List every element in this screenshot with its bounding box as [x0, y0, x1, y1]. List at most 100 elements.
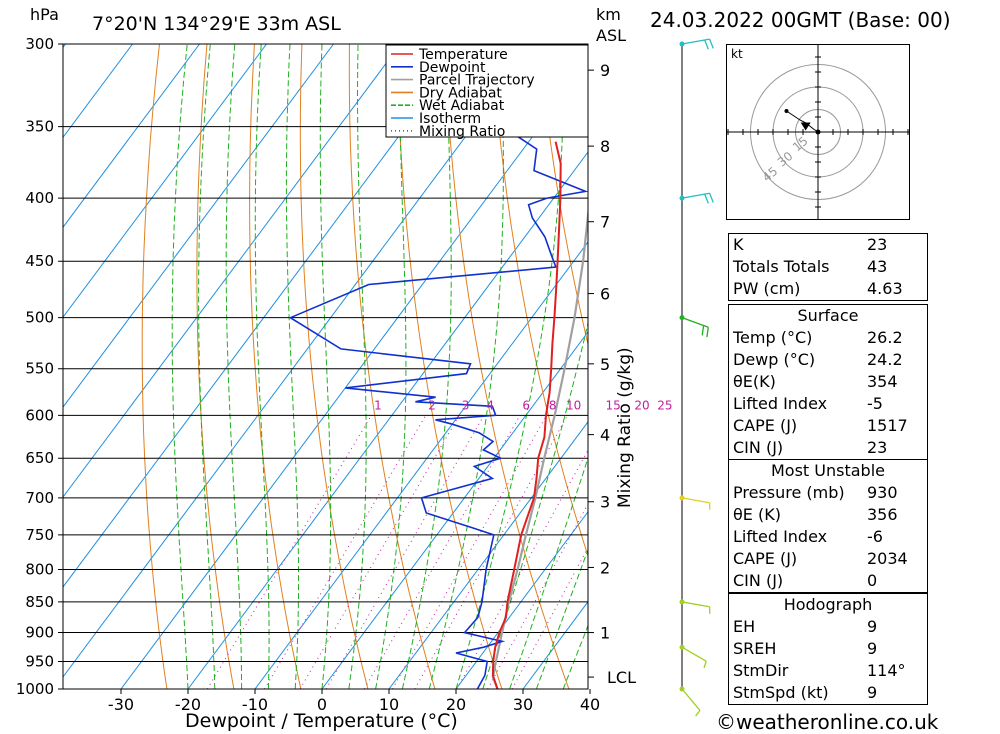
- surface-li-label: Lifted Index: [733, 393, 827, 415]
- pressure-tick-label: 600: [25, 406, 54, 424]
- k-index-value: 23: [867, 234, 923, 256]
- pressure-unit: hPa: [30, 5, 59, 24]
- isotherm-line: [255, 44, 716, 689]
- wind-barb-flag: [705, 194, 709, 203]
- km-tick-label: 6: [600, 285, 610, 304]
- surface-dewp-value: 24.2: [867, 349, 923, 371]
- mu-cin-label: CIN (J): [733, 570, 783, 592]
- km-tick-label: 9: [600, 61, 610, 80]
- x-tick-label: -30: [108, 695, 134, 714]
- wet-adiabat-line: [429, 44, 503, 689]
- wet-adiabat-line: [349, 44, 366, 689]
- surface-title: Surface: [729, 305, 927, 327]
- wet-adiabat-line: [402, 44, 451, 689]
- wind-barb-staff: [682, 602, 710, 607]
- dry-adiabat-line: [142, 44, 167, 689]
- mu-pressure-label: Pressure (mb): [733, 482, 845, 504]
- surface-li-value: -5: [867, 393, 923, 415]
- surface-thetae-label: θE(K): [733, 371, 776, 393]
- wind-barb-flag: [696, 710, 700, 715]
- eh-label: EH: [733, 616, 755, 638]
- pressure-tick-label: 1000: [16, 680, 54, 698]
- isotherm-line: [322, 44, 716, 689]
- wind-barb-flag: [710, 193, 714, 202]
- surface-temp-label: Temp (°C): [733, 327, 812, 349]
- isotherm-line: [657, 44, 716, 689]
- mu-li-label: Lifted Index: [733, 526, 827, 548]
- lcl-label: LCL: [607, 668, 636, 687]
- hodograph-ring-label: 15: [790, 134, 811, 155]
- stmdir-label: StmDir: [733, 660, 788, 682]
- pressure-tick-label: 850: [25, 593, 54, 611]
- surface-table: Surface Temp (°C)26.2 Dewp (°C)24.2 θE(K…: [728, 304, 928, 460]
- pw-value: 4.63: [867, 278, 923, 300]
- mu-pressure-value: 930: [867, 482, 923, 504]
- wind-barb-flag: [702, 326, 703, 336]
- surface-dewp-label: Dewp (°C): [733, 349, 815, 371]
- pressure-tick-label: 750: [25, 526, 54, 544]
- wet-adiabat-line: [199, 44, 215, 689]
- mu-cape-value: 2034: [867, 548, 923, 570]
- mu-cin-value: 0: [867, 570, 923, 592]
- wind-barb-flag: [704, 661, 706, 668]
- eh-value: 9: [867, 616, 923, 638]
- isotherm-line: [0, 44, 468, 689]
- mu-cape-label: CAPE (J): [733, 548, 797, 570]
- hodograph-table-title: Hodograph: [729, 594, 927, 616]
- x-axis-label: Dewpoint / Temperature (°C): [185, 710, 458, 732]
- km-tick-label: 1: [600, 624, 610, 643]
- wind-barb-staff: [682, 689, 700, 710]
- dry-adiabat-line: [682, 44, 716, 689]
- wet-adiabat-line: [376, 44, 406, 689]
- storm-motion-marker: [801, 123, 811, 131]
- wind-barb-staff: [682, 647, 706, 661]
- mixing-ratio-line: [326, 415, 484, 689]
- sreh-label: SREH: [733, 638, 776, 660]
- hodograph-unit: kt: [731, 47, 743, 61]
- hodograph-origin: [816, 130, 821, 135]
- pressure-tick-label: 450: [25, 252, 54, 270]
- footer-copyright[interactable]: ©weatheronline.co.uk: [716, 710, 938, 734]
- dewpoint-line: [290, 44, 585, 689]
- k-index-label: K: [733, 234, 744, 256]
- hodograph-endpoint: [785, 109, 789, 113]
- dry-adiabat-line: [634, 44, 716, 689]
- wind-barb-flag: [710, 39, 714, 48]
- mixing-ratio-label: 4: [486, 399, 494, 413]
- pressure-tick-label: 900: [25, 624, 54, 642]
- pressure-tick-label: 350: [25, 118, 54, 136]
- mixing-ratio-label: 25: [657, 399, 672, 413]
- km-tick-label: 2: [600, 558, 610, 577]
- mixing-ratio-axis-label: Mixing Ratio (g/kg): [615, 347, 635, 508]
- mu-thetae-label: θE (K): [733, 504, 781, 526]
- pressure-tick-label: 500: [25, 309, 54, 327]
- wind-barb-staff: [682, 498, 710, 503]
- wet-adiabat-line: [226, 44, 241, 689]
- pressure-tick-label: 950: [25, 653, 54, 671]
- stmspd-label: StmSpd (kt): [733, 682, 829, 704]
- pressure-tick-label: 650: [25, 449, 54, 467]
- mixing-ratio-line: [512, 415, 659, 689]
- surface-cape-value: 1517: [867, 415, 923, 437]
- legend-label: Mixing Ratio: [419, 124, 505, 140]
- location-title: 7°20'N 134°29'E 33m ASL: [92, 13, 341, 35]
- most-unstable-title: Most Unstable: [729, 460, 927, 482]
- profiles: [290, 44, 593, 689]
- wet-adiabat-line: [286, 44, 298, 689]
- mixing-ratio-label: 1: [374, 399, 382, 413]
- wet-adiabat-line: [172, 44, 188, 689]
- pw-label: PW (cm): [733, 278, 800, 300]
- totals-totals-label: Totals Totals: [733, 256, 830, 278]
- isotherm-line: [121, 44, 602, 689]
- wind-barb-flag: [705, 40, 709, 49]
- isotherm-line: [188, 44, 669, 689]
- hodograph-trace: [787, 111, 819, 132]
- stmdir-value: 114°: [867, 660, 923, 682]
- x-tick-label: 40: [580, 695, 600, 714]
- mixing-ratio-label: 20: [634, 399, 649, 413]
- pressure-tick-label: 300: [25, 35, 54, 53]
- height-unit-asl: ASL: [596, 26, 626, 45]
